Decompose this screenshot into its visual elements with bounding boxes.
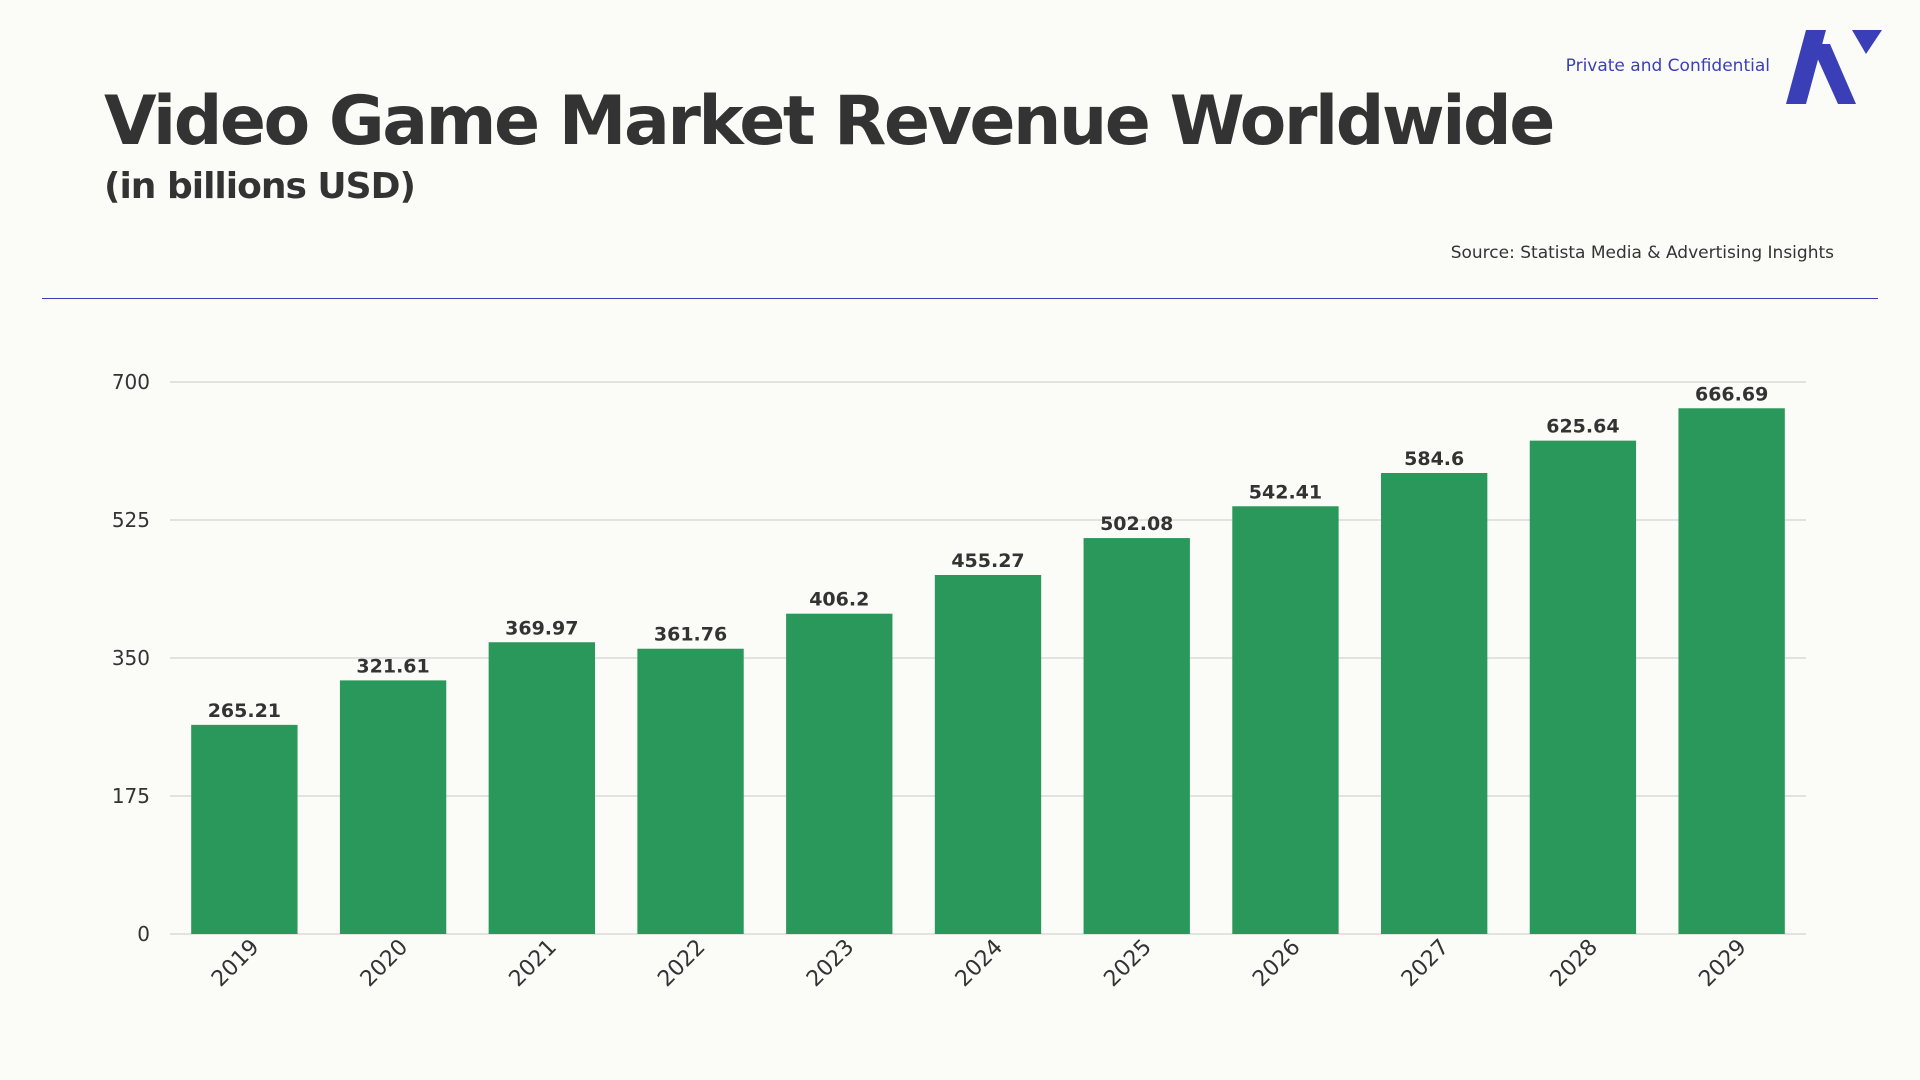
x-tick-label: 2026 <box>1248 935 1305 992</box>
source-note: Source: Statista Media & Advertising Ins… <box>1450 243 1834 263</box>
bar-2024 <box>934 574 1042 934</box>
header-divider <box>42 298 1878 299</box>
bar-value-label: 406.2 <box>809 589 869 611</box>
bar-2019 <box>191 724 298 934</box>
bar-value-label: 369.97 <box>505 617 578 639</box>
x-tick-label: 2027 <box>1397 935 1454 992</box>
bar-2020 <box>339 680 447 934</box>
y-tick-label: 700 <box>112 370 150 394</box>
bar-value-label: 625.64 <box>1546 416 1619 438</box>
y-tick-label: 175 <box>112 784 150 808</box>
y-tick-label: 525 <box>112 508 150 532</box>
bar-value-label: 321.61 <box>356 655 429 677</box>
x-tick-label: 2025 <box>1099 935 1156 992</box>
x-tick-label: 2024 <box>951 935 1008 992</box>
brand-logo-icon <box>1786 30 1882 104</box>
x-tick-label: 2022 <box>653 935 710 992</box>
x-tick-label: 2020 <box>356 935 413 992</box>
bar-2025 <box>1083 538 1190 934</box>
bar-2023 <box>786 613 893 934</box>
bar-value-label: 455.27 <box>951 550 1024 572</box>
x-tick-label: 2029 <box>1694 935 1751 992</box>
bar-value-label: 361.76 <box>654 624 727 646</box>
y-tick-label: 350 <box>112 646 150 670</box>
bar-2021 <box>488 642 595 934</box>
confidential-label: Private and Confidential <box>1565 56 1770 76</box>
chart-subtitle: (in billions USD) <box>104 166 416 207</box>
x-tick-label: 2028 <box>1546 935 1603 992</box>
x-tick-label: 2019 <box>207 935 264 992</box>
bar-value-label: 502.08 <box>1100 513 1173 535</box>
bar-2027 <box>1381 473 1488 934</box>
bar-value-label: 666.69 <box>1695 383 1768 405</box>
bar-value-label: 542.41 <box>1249 481 1322 503</box>
bar-2022 <box>637 648 744 934</box>
chart-title: Video Game Market Revenue Worldwide <box>104 82 1555 161</box>
bar-2028 <box>1529 440 1637 934</box>
bar-2026 <box>1232 506 1339 934</box>
bar-value-label: 584.6 <box>1404 448 1464 470</box>
bar-2029 <box>1678 408 1785 934</box>
bar-value-label: 265.21 <box>208 700 281 722</box>
y-tick-label: 0 <box>137 922 150 946</box>
x-tick-label: 2021 <box>505 935 562 992</box>
x-tick-label: 2023 <box>802 935 859 992</box>
